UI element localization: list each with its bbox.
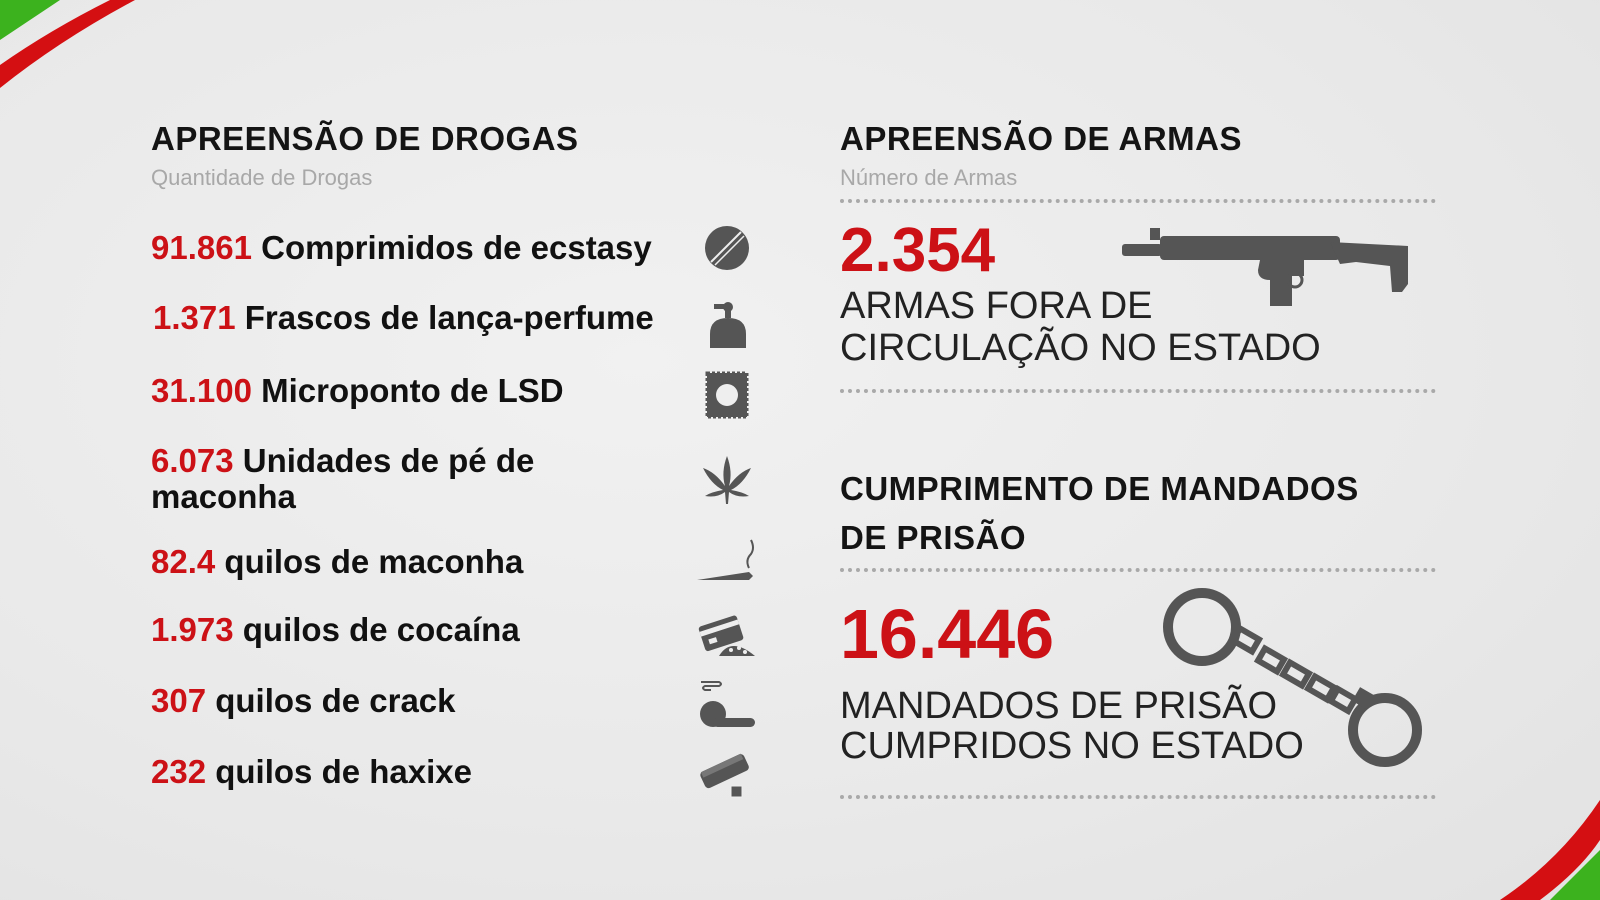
card-powder-icon (698, 615, 755, 656)
drug-value: 1.371 (153, 299, 236, 336)
cannabis-leaf-icon (703, 456, 751, 504)
drug-item: 232 quilos de haxixe (151, 754, 472, 790)
drug-label: quilos de haxixe (215, 753, 472, 790)
drug-value: 6.073 (151, 442, 234, 479)
drug-value: 31.100 (151, 372, 252, 409)
drug-label: quilos de crack (215, 682, 456, 719)
weapons-caption-line1: ARMAS FORA DE (840, 285, 1153, 327)
weapons-title: APREENSÃO DE ARMAS (840, 120, 1242, 157)
corner-stripes-bottom-right (1500, 800, 1600, 900)
drug-value: 307 (151, 682, 207, 719)
stamp-icon (705, 371, 749, 419)
drug-item: 6.073 Unidades de pé de maconha (151, 443, 621, 515)
drug-item: 31.100 Microponto de LSD (151, 373, 564, 409)
drug-value: 1.973 (151, 611, 234, 648)
drug-label: quilos de cocaína (242, 611, 520, 648)
pill-icon (705, 226, 749, 270)
weapons-subtitle: Número de Armas (840, 165, 1018, 190)
drugs-subtitle: Quantidade de Drogas (151, 165, 373, 190)
corner-stripes-top-left (0, 0, 135, 88)
drug-label: Microponto de LSD (261, 372, 564, 409)
drug-label: Unidades de pé de maconha (151, 442, 535, 515)
divider (840, 199, 1436, 203)
warrants-caption-line1: MANDADOS DE PRISÃO (840, 685, 1278, 727)
submachine-gun-icon (1122, 228, 1408, 306)
drug-item: 307 quilos de crack (151, 683, 456, 719)
drug-label: Frascos de lança-perfume (244, 299, 654, 336)
drug-label: quilos de maconha (224, 543, 524, 580)
drug-item: 82.4 quilos de maconha (151, 544, 523, 580)
drug-value: 232 (151, 753, 207, 790)
drug-item: 91.861 Comprimidos de ecstasy (151, 230, 652, 266)
drug-value: 82.4 (151, 543, 216, 580)
hash-block-icon (700, 753, 749, 798)
spray-bottle-icon (710, 302, 746, 348)
weapons-value: 2.354 (840, 216, 996, 285)
warrants-value: 16.446 (840, 595, 1055, 673)
drug-value: 91.861 (151, 229, 252, 266)
divider (840, 568, 1436, 572)
drug-label: Comprimidos de ecstasy (261, 229, 652, 266)
divider (840, 795, 1436, 799)
crack-pipe-icon (700, 681, 755, 727)
drugs-title: APREENSÃO DE DROGAS (151, 120, 579, 157)
handcuffs-icon (1163, 588, 1422, 767)
joint-icon (697, 539, 754, 580)
warrants-caption-line2: CUMPRIDOS NO ESTADO (840, 725, 1304, 767)
drug-item: 1.371 Frascos de lança-perfume (153, 300, 654, 336)
drug-item: 1.973 quilos de cocaína (151, 612, 520, 648)
warrants-title-line2: DE PRISÃO (840, 519, 1027, 556)
warrants-title-line1: CUMPRIMENTO DE MANDADOS (840, 470, 1359, 507)
weapons-caption-line2: CIRCULAÇÃO NO ESTADO (840, 327, 1321, 369)
divider (840, 389, 1436, 393)
